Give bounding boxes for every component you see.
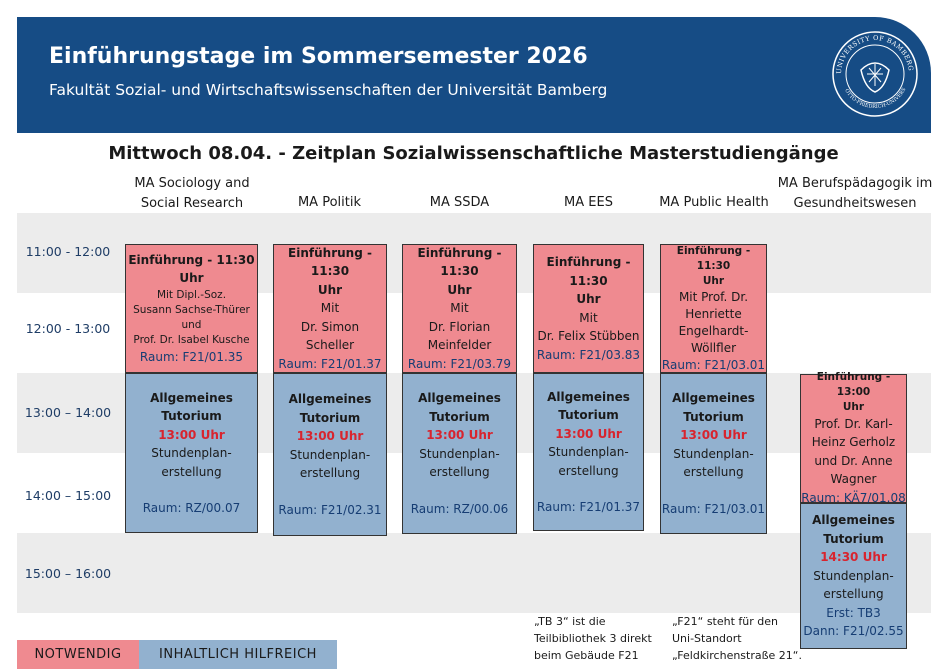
legend-required: NOTWENDIG [17, 640, 139, 669]
header-banner: Einführungstage im Sommersemester 2026 F… [17, 17, 931, 133]
tutorium-public-health: Allgemeines Tutorium 13:00 Uhr Stundenpl… [660, 373, 767, 534]
tutorium-berufspaedagogik: Allgemeines Tutorium 14:30 Uhr Stundenpl… [800, 503, 907, 649]
time-label: 12:00 - 13:00 [25, 321, 111, 336]
intro-session-ees: Einführung - 11:30 Uhr Mit Dr. Felix Stü… [533, 244, 644, 373]
intro-session-sociology: Einführung - 11:30 Uhr Mit Dipl.-Soz. Su… [125, 244, 258, 373]
legend-helpful: INHALTLICH HILFREICH [139, 640, 337, 669]
tutorium-politik: Allgemeines Tutorium 13:00 Uhr Stundenpl… [273, 373, 387, 536]
tutorium-ees: Allgemeines Tutorium 13:00 Uhr Stundenpl… [533, 373, 644, 531]
column-header-berufspaedagogik: MA Berufspädagogik im Gesundheitswesen [777, 176, 933, 211]
intro-session-ssda: Einführung - 11:30 Uhr Mit Dr. Florian M… [402, 244, 517, 373]
time-band-5 [17, 533, 931, 613]
intro-session-berufspaedagogik: Einführung - 13:00 Uhr Prof. Dr. Karl- H… [800, 370, 907, 505]
intro-session-public-health: Einführung - 11:30 Uhr Mit Prof. Dr. Hen… [660, 244, 767, 373]
tutorium-ssda: Allgemeines Tutorium 13:00 Uhr Stundenpl… [402, 373, 517, 534]
column-header-politik: MA Politik [297, 195, 362, 210]
footnote-tb3: „TB 3“ ist die Teilbibliothek 3 direkt bei… [534, 615, 652, 662]
page-subtitle: Fakultät Sozial- und Wirtschaftswissensc… [49, 81, 608, 99]
footnote-f21: „F21“ steht für den Uni-Standort „Feldkirc… [672, 615, 802, 662]
time-label: 11:00 - 12:00 [25, 244, 111, 259]
university-seal-icon: UNIVERSITY OF BAMBERG OTTO-FRIEDRICH-UNI… [831, 30, 918, 117]
intro-session-politik: Einführung - 11:30 Uhr Mit Dr. Simon Sch… [273, 244, 387, 373]
tutorium-sociology: Allgemeines Tutorium 13:00 Uhr Stundenpl… [125, 373, 258, 533]
time-label: 13:00 – 14:00 [24, 405, 112, 420]
column-header-ees: MA EES [564, 195, 613, 210]
column-header-sociology: MA Sociology and Social Research [134, 176, 250, 211]
page-title: Einführungstage im Sommersemester 2026 [49, 44, 588, 69]
column-header-public-health: MA Public Health [659, 195, 769, 210]
column-header-ssda: MA SSDA [429, 195, 490, 210]
schedule-title: Mittwoch 08.04. - Zeitplan Sozialwissens… [108, 143, 839, 164]
time-label: 15:00 – 16:00 [24, 566, 112, 581]
time-label: 14:00 – 15:00 [24, 488, 112, 503]
